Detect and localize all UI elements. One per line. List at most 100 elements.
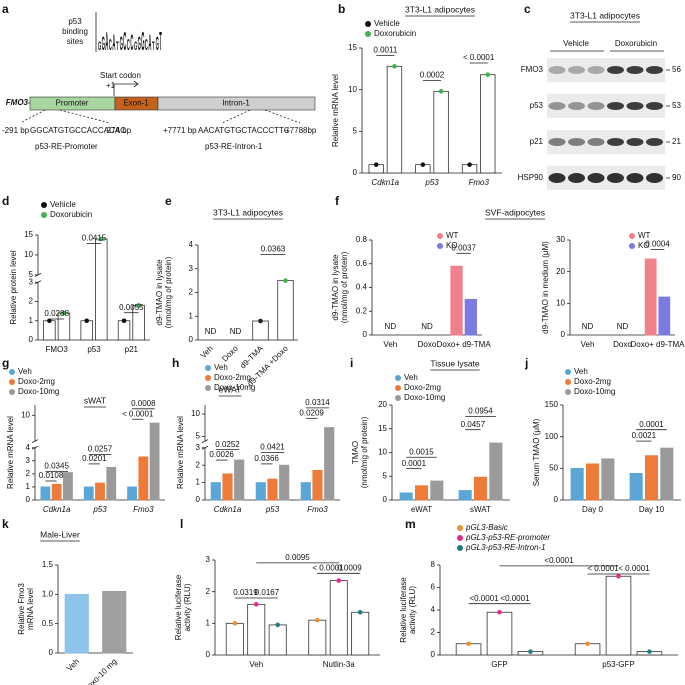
axis-break — [201, 439, 209, 443]
y-tick-label: 1 — [196, 478, 201, 487]
blot-row-label: p21 — [530, 137, 544, 146]
y-axis-label: d9-TMAO in lysate — [155, 259, 164, 326]
y-tick-label: 10 — [21, 410, 30, 419]
x-tick-label: FMO3 — [46, 345, 69, 354]
y-tick-label: 1 — [29, 316, 34, 325]
legend-marker — [205, 365, 211, 371]
y-axis-label: (nmol/mg of protein) — [340, 251, 349, 323]
bar — [277, 280, 294, 341]
logo-letter: C — [123, 26, 126, 55]
y-tick-label: 5 — [353, 126, 358, 135]
mean-dot — [258, 318, 263, 324]
logo-label: p53 — [68, 17, 82, 26]
legend-label: WT — [638, 231, 651, 240]
legend-label: Doxo-2mg — [18, 377, 55, 386]
mean-dot — [315, 617, 320, 623]
x-tick-label: Veh — [65, 657, 81, 673]
blot-band — [607, 66, 624, 74]
x-tick-label: Doxo-10 mg — [81, 657, 118, 685]
y-axis-label: Relative Fmo3 — [17, 583, 26, 635]
bar — [247, 603, 266, 656]
blot-row-label: HSP90 — [518, 173, 544, 182]
chart-title: Tissue lysate — [430, 358, 480, 368]
legend-marker — [565, 379, 571, 385]
legend-label: pGL3-Basic — [465, 523, 508, 532]
p-value: 0.0314 — [305, 398, 330, 407]
logo-letter: A — [105, 26, 108, 55]
panel-letter: c — [524, 2, 531, 16]
nd-label: ND — [582, 322, 594, 331]
mean-dot — [61, 310, 67, 316]
x-tick-label: Cdkn1a — [43, 505, 71, 514]
legend-label: Doxo-2mg — [574, 377, 611, 386]
y-tick-label: 5 — [196, 432, 201, 441]
p-value: 0.0319 — [233, 588, 258, 597]
blot-band — [626, 102, 644, 110]
blot-band — [548, 102, 566, 110]
y-tick-label: 10 — [24, 250, 33, 259]
p-value: 0.0108 — [39, 471, 64, 480]
logo-letter: T — [116, 39, 119, 52]
bar — [486, 611, 513, 656]
blot-row-label: p53 — [530, 101, 544, 110]
panel-letter: j — [524, 356, 528, 370]
y-tick-label: 0 — [554, 495, 559, 504]
y-tick-label: 2 — [431, 628, 436, 637]
legend-label: Vehicle — [50, 200, 76, 209]
bar — [489, 442, 503, 501]
legend-marker — [365, 21, 371, 27]
bar — [252, 320, 269, 341]
re-promoter: p53-RE-Promoter — [35, 142, 98, 151]
legend-label: pGL3-p53-RE-Intron-1 — [465, 543, 546, 552]
y-tick-label: 50 — [549, 463, 558, 472]
bar — [308, 619, 327, 656]
blot-band — [587, 138, 605, 146]
nd-label: ND — [617, 322, 629, 331]
legend-marker — [9, 379, 15, 385]
bar — [605, 575, 632, 656]
y-tick-label: 15 — [348, 43, 357, 52]
bar — [450, 265, 463, 336]
p-value: 0.0009 — [337, 563, 362, 572]
y-tick-label: 0 — [383, 495, 388, 504]
nd-label: ND — [421, 322, 433, 331]
y-tick-label: 1 — [206, 618, 211, 627]
mean-dot — [373, 162, 379, 167]
p-value: < 0.0001 — [463, 53, 495, 62]
bar — [464, 298, 477, 336]
bar — [210, 482, 221, 501]
logo-letter: G — [102, 33, 105, 54]
mean-dot — [253, 602, 259, 607]
y-axis-label: (nmol/mg of protein) — [164, 256, 173, 328]
mean-dot — [528, 649, 533, 654]
bar — [117, 320, 131, 341]
mean-dot — [438, 89, 444, 94]
p-value: 0.0001 — [639, 420, 664, 429]
y-tick-label: 15 — [24, 230, 33, 239]
y-tick-label: 3 — [196, 443, 201, 452]
legend-marker — [395, 375, 401, 381]
blot-band — [626, 173, 644, 183]
pos-right: -274 bp — [104, 126, 132, 135]
blot-band — [646, 102, 663, 110]
dash-intron-left — [221, 109, 251, 124]
y-axis-label: Relative mRNA level — [6, 416, 15, 489]
marker-label: 53 — [672, 101, 681, 110]
sequence-promoter: GGCATGTGCCACCACAC — [30, 126, 126, 135]
p-value: < 0.0001 — [122, 409, 154, 418]
legend-marker — [457, 545, 463, 551]
dash-right — [59, 109, 111, 124]
x-tick-label: Doxo — [220, 344, 240, 364]
blot-background — [547, 166, 665, 190]
nd-label: ND — [230, 327, 242, 336]
legend-label: Doxo-10mg — [214, 383, 255, 392]
legend-marker — [437, 233, 443, 239]
mean-dot — [420, 162, 426, 167]
y-tick-label: 4 — [189, 240, 194, 249]
legend-label: WT — [446, 231, 459, 240]
y-tick-label: 100 — [545, 432, 559, 441]
promoter-label: Promoter — [56, 99, 89, 108]
p-value: 0.0363 — [261, 245, 286, 254]
mean-dot — [275, 622, 281, 628]
mean-dot — [392, 64, 397, 69]
